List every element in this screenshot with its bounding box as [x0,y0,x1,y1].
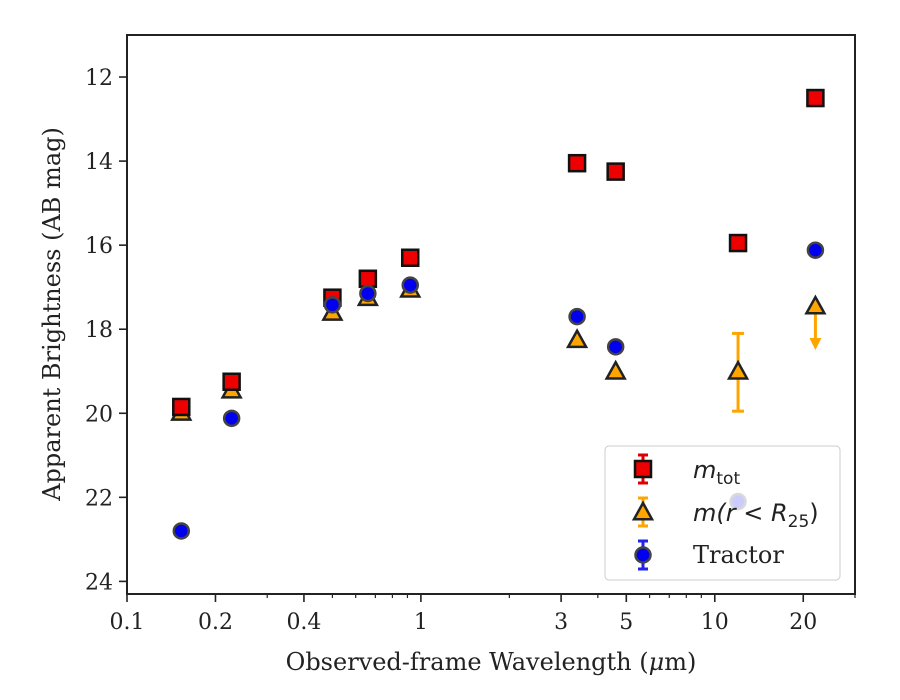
data-point-circle [806,241,825,259]
data-point-square [222,372,241,391]
data-point-square [806,88,825,108]
x-tick-label: 3 [554,610,568,635]
data-point-circle [323,296,342,314]
legend: mtot m(r < R25) Tractor [604,445,841,581]
x-axis-label: Observed-frame Wavelength (μm) [286,648,697,676]
x-tick-label: 1 [414,610,428,635]
legend-label-mtot: mtot [693,456,740,489]
data-point-circle [606,338,625,356]
data-point-triangle [726,359,750,380]
axis-ticks: 0.1 0.2 0.4 1 3 5 10 20 12 14 16 18 20 22 24 [85,66,856,635]
y-tick-label: 12 [85,66,113,91]
x-tick-label: 0.4 [286,610,321,635]
y-axis-label: Apparent Brightness (AB mag) [38,127,66,502]
y-tick-label: 16 [85,234,113,259]
x-tick-label: 0.1 [110,610,145,635]
data-point-circle [222,409,241,428]
x-tick-label: 20 [789,610,817,635]
data-point-triangle [804,294,827,315]
data-point-triangle [604,359,627,380]
data-point-square [358,269,378,289]
y-tick-label: 22 [85,486,113,511]
legend-marker-triangle [631,500,655,521]
y-tick-label: 18 [85,318,113,343]
legend-marker-square [633,459,653,479]
x-tick-label: 0.2 [198,610,233,635]
data-point-triangle [565,328,589,349]
legend-label-mr: m(r < R25) [693,499,819,532]
limit-arrow-head [809,338,822,351]
y-tick-label: 24 [85,570,113,595]
x-tick-label: 10 [701,610,729,635]
y-tick-label: 14 [85,150,113,175]
legend-label-tractor: Tractor [693,541,784,569]
y-tick-label: 20 [85,402,113,427]
data-point-circle [401,276,419,294]
data-point-circle [359,284,377,303]
x-tick-label: 5 [619,610,633,635]
data-point-square [567,153,587,173]
data-point-square [728,233,748,253]
data-point-circle [172,522,191,540]
data-point-square [606,162,625,181]
data-point-circle [568,307,586,326]
legend-marker-circle [634,546,652,564]
plot-frame [126,34,856,595]
data-point-square [172,397,191,417]
legend-box [604,445,841,581]
data-point-square [400,248,420,268]
